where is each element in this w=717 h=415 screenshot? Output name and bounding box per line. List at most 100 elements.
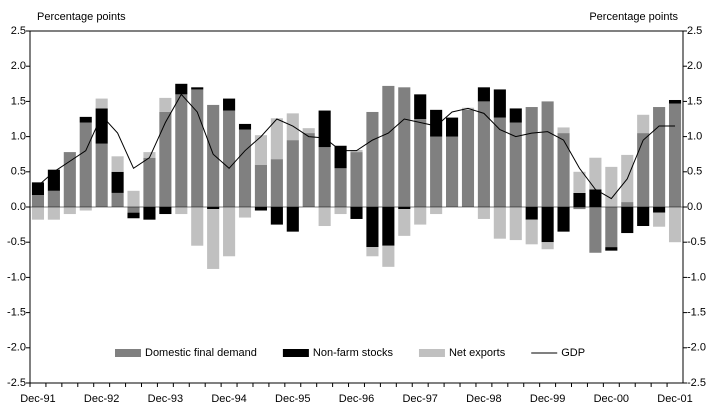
bar-segment: [557, 127, 570, 134]
bar-segment: [446, 136, 459, 207]
y-tick-label: -2.5: [7, 377, 26, 389]
x-tick-label: Dec-93: [148, 393, 183, 405]
x-tick-label: Dec-98: [466, 393, 501, 405]
bar-segment: [605, 166, 618, 207]
bar-segment: [270, 207, 283, 225]
bar-segment: [286, 140, 299, 207]
bar-segment: [414, 207, 427, 225]
bar-segment: [366, 247, 379, 257]
bar-segment: [477, 87, 490, 102]
y2-tick-label: 1.5: [687, 95, 702, 107]
bar-segment: [334, 207, 347, 215]
y-tick-label: 0.5: [11, 166, 26, 178]
legend-swatch: [115, 349, 141, 357]
legend-label: Net exports: [449, 347, 506, 359]
gdp-line: [37, 93, 676, 200]
bar-segment: [573, 171, 586, 193]
bar-segment: [159, 97, 172, 112]
y-tick-label: 1.0: [11, 131, 26, 143]
x-tick-label: Dec-94: [211, 393, 246, 405]
bar-segment: [127, 190, 140, 207]
bar-segment: [302, 133, 315, 207]
bar-segment: [350, 207, 363, 219]
x-tick-label: Dec-95: [275, 393, 310, 405]
y2-tick-label: -2.5: [687, 377, 706, 389]
bar-segment: [541, 242, 554, 250]
x-tick-label: Dec-92: [84, 393, 119, 405]
bar-segment: [525, 207, 538, 220]
bar-segment: [95, 98, 108, 109]
bar-segment: [350, 152, 363, 207]
bar-segment: [286, 113, 299, 141]
bar-segment: [653, 212, 666, 227]
bar-segment: [143, 207, 156, 220]
bar-segment: [557, 133, 570, 207]
bar-segment: [637, 207, 650, 227]
bar-segment: [477, 101, 490, 207]
bar-segment: [541, 101, 554, 207]
bar-segment: [207, 104, 220, 207]
bar-segment: [159, 207, 172, 215]
bar-segment: [382, 245, 395, 267]
bar-segment: [254, 164, 267, 207]
bar-segment: [573, 207, 586, 210]
bar-segment: [175, 83, 188, 95]
bar-segment: [382, 207, 395, 246]
bar-segment: [31, 195, 45, 207]
legend-swatch: [282, 349, 309, 357]
bar-segment: [414, 94, 427, 119]
bar-segment: [509, 108, 522, 123]
bar-segment: [127, 207, 140, 213]
bar-segment: [493, 89, 506, 118]
y2-axis-label: Percentage points: [589, 11, 678, 23]
bar-segment: [175, 207, 188, 215]
y2-tick-label: -0.5: [687, 236, 706, 248]
x-tick-label: Dec-96: [339, 393, 374, 405]
bar-segment: [541, 207, 554, 243]
x-tick-label: Dec-97: [402, 393, 437, 405]
y-tick-label: 2.0: [11, 60, 26, 72]
y-tick-label: -2.0: [7, 342, 26, 354]
bar-segment: [621, 207, 634, 234]
bar-segment: [223, 98, 236, 111]
bar-segment: [430, 109, 443, 137]
bar-segment: [509, 122, 522, 207]
legend-swatch: [418, 349, 445, 357]
bar-segment: [270, 118, 283, 160]
bar-segment: [79, 116, 92, 123]
bar-segment: [334, 168, 347, 207]
bar-segment: [573, 192, 586, 207]
bar-segment: [493, 207, 506, 239]
bar-segment: [589, 189, 602, 207]
y-tick-label: -1.5: [7, 307, 26, 319]
bar-segment: [637, 133, 650, 207]
bar-segment: [446, 117, 459, 137]
bar-segment: [382, 85, 395, 207]
x-tick-label: Dec-00: [594, 393, 629, 405]
bar-segment: [175, 94, 188, 207]
bar-segment: [111, 171, 124, 193]
bar-segment: [653, 207, 666, 213]
bar-segment: [223, 110, 236, 207]
bar-segment: [366, 111, 379, 207]
bar-segment: [111, 192, 124, 207]
bar-segment: [127, 212, 140, 219]
bar-segment: [254, 207, 267, 211]
bar-segment: [79, 122, 92, 207]
bar-segment: [430, 207, 443, 215]
y2-tick-label: 2.5: [687, 25, 702, 37]
bar-segment: [143, 157, 156, 207]
y2-tick-label: 1.0: [687, 131, 702, 143]
bar-segment: [286, 207, 299, 232]
bar-segment: [223, 207, 236, 257]
bar-segment: [47, 169, 60, 191]
bar-segment: [525, 219, 538, 245]
bar-segment: [63, 152, 76, 207]
bar-segment: [557, 207, 570, 232]
bar-segment: [47, 190, 60, 207]
y-tick-label: -1.0: [7, 271, 26, 283]
legend-label: Domestic final demand: [145, 347, 257, 359]
bar-segment: [605, 247, 618, 251]
x-tick-label: Dec-01: [657, 393, 692, 405]
